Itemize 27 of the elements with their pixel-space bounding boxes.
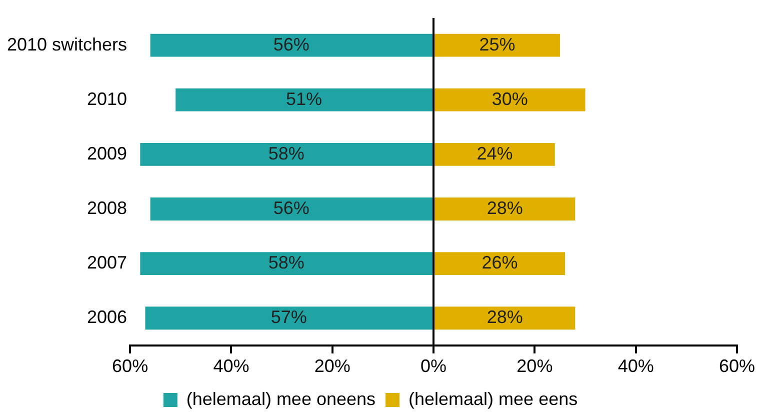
data-label: 56% (273, 34, 310, 54)
data-label: 25% (479, 34, 516, 54)
x-tick-label: 20% (516, 356, 553, 376)
x-tick-label: 60% (112, 356, 148, 376)
data-label: 24% (476, 143, 513, 164)
y-tick-label: 2008 (87, 198, 128, 218)
x-tick-label: 40% (213, 356, 250, 376)
y-tick-label: 2009 (87, 143, 128, 164)
x-tick-label: 60% (718, 356, 756, 376)
y-tick-label: 2007 (87, 252, 128, 273)
x-tick-label: 0% (420, 356, 447, 376)
data-label: 58% (268, 252, 304, 273)
x-tick-label: 40% (618, 356, 654, 376)
data-label: 28% (486, 307, 523, 328)
y-tick-label: 2006 (87, 307, 128, 328)
data-label: 30% (492, 88, 528, 109)
data-label: 56% (273, 198, 310, 218)
legend-label: (helemaal) mee eens (408, 388, 578, 409)
y-tick-label: 2010 (87, 88, 128, 109)
data-label: 58% (268, 143, 304, 164)
data-label: 51% (286, 88, 322, 109)
data-label: 28% (486, 198, 523, 218)
data-label: 26% (482, 252, 518, 273)
x-tick-label: 20% (314, 356, 350, 376)
y-tick-label: 2010 switchers (6, 34, 128, 54)
legend-label: (helemaal) mee oneens (186, 388, 376, 409)
data-label: 57% (270, 307, 307, 328)
